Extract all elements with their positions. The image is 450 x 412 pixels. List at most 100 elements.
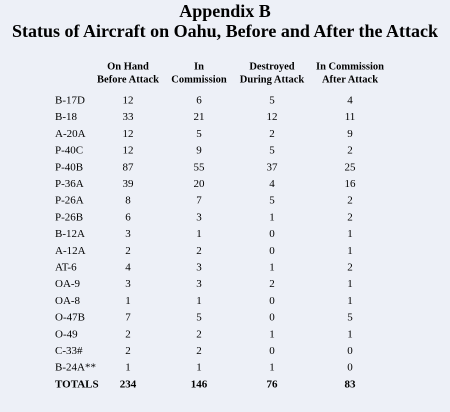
cell: 1 (196, 228, 202, 240)
cell: 6 (196, 95, 202, 107)
cell: 7 (125, 312, 131, 324)
row-label: C-33# (55, 345, 83, 357)
cell: 1 (125, 362, 131, 374)
row-label: B-18 (55, 111, 78, 123)
row-label: P-26B (55, 211, 83, 223)
cell: 4 (125, 262, 131, 274)
cell: 1 (269, 211, 275, 223)
row-label: P-40C (55, 145, 83, 157)
row-label: P-26A (55, 195, 84, 207)
cell: 1 (347, 245, 353, 257)
column-header: In (194, 61, 204, 72)
column-header: Commission (171, 74, 227, 85)
cell: 2 (196, 245, 202, 257)
cell: 5 (196, 312, 202, 324)
row-label: A-12A (55, 245, 86, 257)
cell: 5 (269, 95, 275, 107)
cell: 0 (347, 345, 353, 357)
cell: 8 (125, 195, 131, 207)
row-label: P-36A (55, 178, 84, 190)
cell: 87 (123, 161, 135, 173)
cell: 1 (196, 295, 202, 307)
cell: 1 (196, 362, 202, 374)
cell: 3 (125, 278, 131, 290)
cell: 2 (347, 195, 353, 207)
row-label: A-20A (55, 128, 86, 140)
cell: 2 (269, 128, 275, 140)
cell: 39 (123, 178, 135, 190)
cell: 1 (269, 328, 275, 340)
cell: 1 (347, 328, 353, 340)
cell: 1 (347, 295, 353, 307)
row-label: B-12A (55, 228, 85, 240)
row-label: AT-6 (55, 262, 77, 274)
cell: 3 (196, 211, 202, 223)
cell: 55 (194, 161, 206, 173)
column-header: Destroyed (249, 61, 294, 72)
cell: 2 (269, 278, 275, 290)
cell: 2 (125, 328, 131, 340)
cell: 234 (120, 378, 137, 390)
cell: 0 (269, 245, 275, 257)
row-label: TOTALS (55, 378, 99, 390)
column-header: During Attack (240, 74, 305, 85)
row-label: OA-9 (55, 278, 81, 290)
cell: 3 (196, 262, 202, 274)
cell: 2 (196, 328, 202, 340)
cell: 1 (125, 295, 131, 307)
cell: 37 (267, 161, 279, 173)
row-label: OA-8 (55, 295, 81, 307)
row-label: O-47B (55, 312, 85, 324)
cell: 2 (347, 145, 353, 157)
column-header: In Commission (316, 61, 384, 72)
cell: 2 (347, 262, 353, 274)
cell: 12 (267, 111, 278, 123)
cell: 0 (269, 228, 275, 240)
cell: 83 (345, 378, 357, 390)
row-label: O-49 (55, 328, 78, 340)
cell: 12 (123, 95, 134, 107)
cell: 5 (269, 195, 275, 207)
cell: 1 (347, 278, 353, 290)
cell: 25 (345, 161, 357, 173)
cell: 12 (123, 128, 134, 140)
cell: 7 (196, 195, 202, 207)
cell: 76 (267, 378, 279, 390)
column-header: Before Attack (97, 74, 159, 85)
cell: 4 (347, 95, 353, 107)
cell: 1 (269, 262, 275, 274)
cell: 0 (269, 312, 275, 324)
cell: 4 (269, 178, 275, 190)
cell: 146 (191, 378, 208, 390)
cell: 6 (125, 211, 131, 223)
title: Appendix B (179, 1, 271, 21)
cell: 12 (123, 145, 134, 157)
cell: 21 (194, 111, 205, 123)
cell: 5 (347, 312, 353, 324)
cell: 0 (269, 345, 275, 357)
cell: 0 (347, 362, 353, 374)
cell: 16 (345, 178, 357, 190)
cell: 2 (125, 245, 131, 257)
cell: 2 (196, 345, 202, 357)
cell: 33 (123, 111, 135, 123)
cell: 0 (269, 295, 275, 307)
cell: 5 (269, 145, 275, 157)
cell: 5 (196, 128, 202, 140)
cell: 20 (194, 178, 206, 190)
row-label: P-40B (55, 161, 83, 173)
cell: 9 (196, 145, 202, 157)
cell: 2 (347, 211, 353, 223)
cell: 11 (345, 111, 356, 123)
subtitle: Status of Aircraft on Oahu, Before and A… (12, 21, 438, 41)
cell: 1 (347, 228, 353, 240)
cell: 1 (269, 362, 275, 374)
cell: 3 (196, 278, 202, 290)
cell: 3 (125, 228, 131, 240)
row-label: B-24A** (55, 362, 96, 374)
column-header: On Hand (107, 61, 149, 72)
cell: 2 (125, 345, 131, 357)
column-header: After Attack (322, 74, 378, 85)
row-label: B-17D (55, 95, 85, 107)
